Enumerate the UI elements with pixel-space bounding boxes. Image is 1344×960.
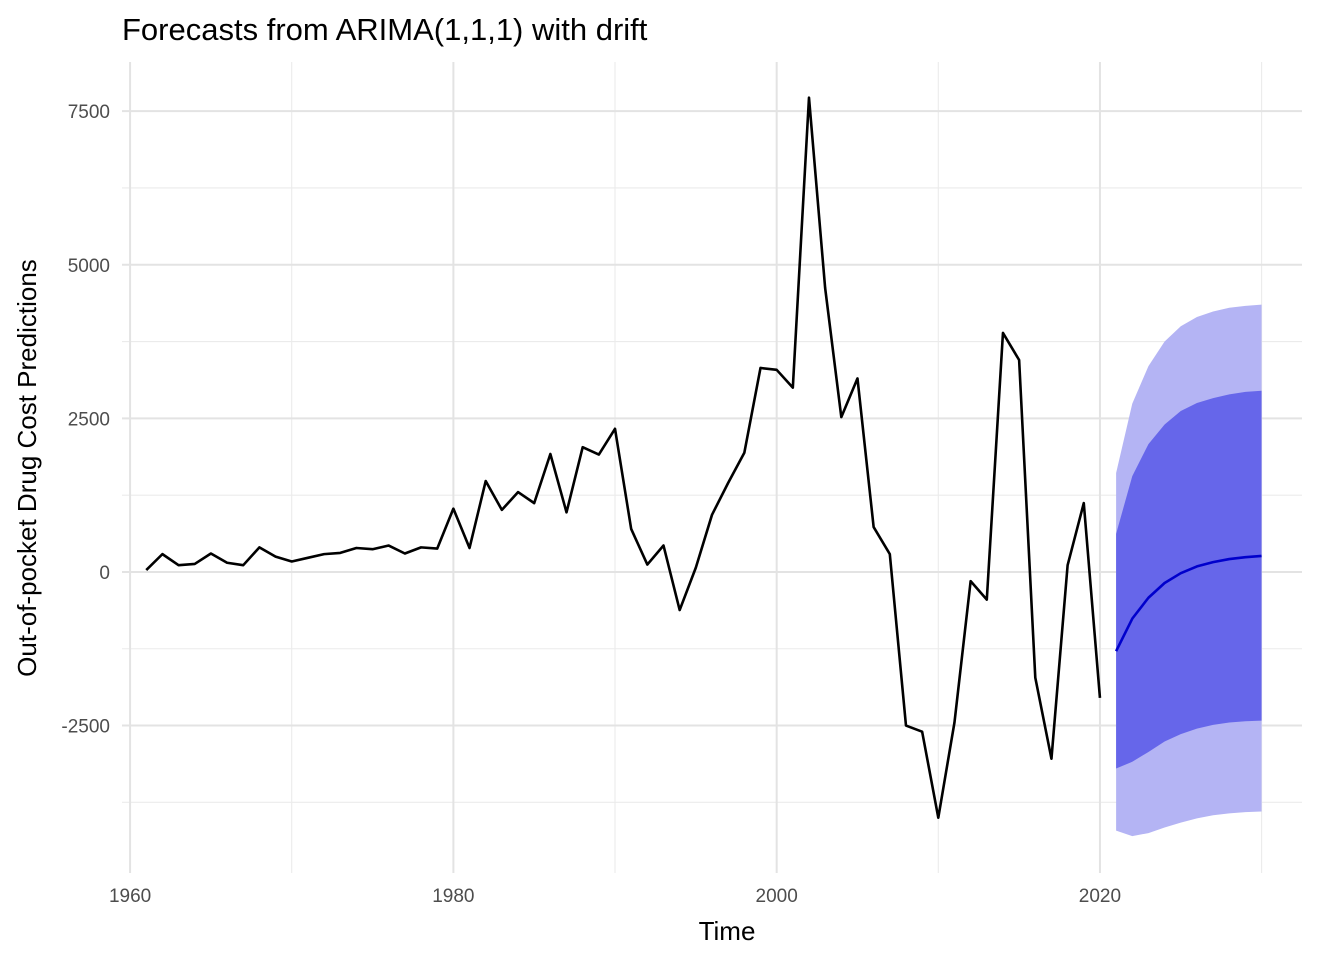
x-tick-label: 2020 (1079, 886, 1121, 907)
tick-labels: 1960 1980 2000 2020 -2500 0 2500 5000 7500 (61, 102, 1121, 907)
y-tick-label: 0 (99, 563, 110, 584)
series-lines (145, 96, 1262, 820)
y-axis-title: Out-of-pocket Drug Cost Predictions (12, 259, 42, 677)
grid-lines (122, 62, 1302, 873)
x-tick-label: 1960 (109, 886, 151, 907)
forecast-mean-line (1114, 554, 1262, 652)
y-tick-label: 7500 (68, 102, 110, 123)
y-tick-label: 2500 (68, 409, 110, 430)
y-tick-label: -2500 (61, 717, 110, 738)
observed-series-line (145, 96, 1102, 820)
chart-title: Forecasts from ARIMA(1,1,1) with drift (122, 12, 648, 47)
x-tick-label: 1980 (432, 886, 474, 907)
x-tick-label: 2000 (756, 886, 798, 907)
x-axis-title: Time (699, 916, 756, 946)
y-tick-label: 5000 (68, 256, 110, 277)
interval-80-band (1116, 390, 1262, 769)
